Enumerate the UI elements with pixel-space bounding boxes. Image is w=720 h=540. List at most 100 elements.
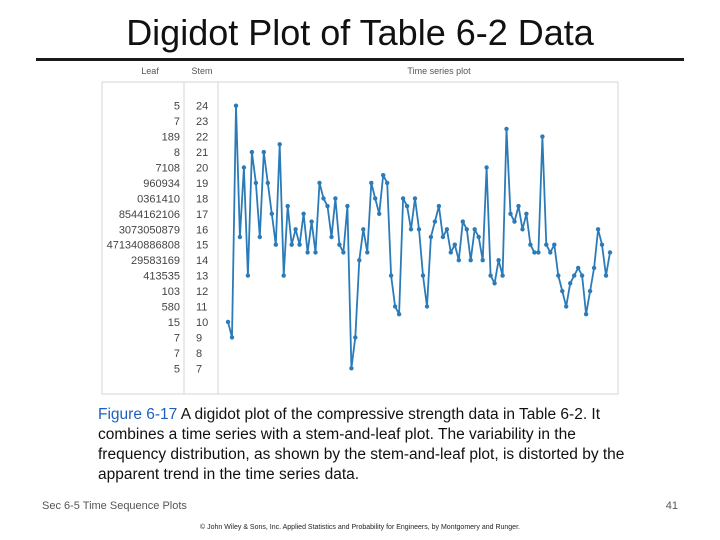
series-point <box>532 250 537 255</box>
series-point <box>269 211 274 216</box>
series-point <box>583 312 589 317</box>
series-point <box>603 273 609 278</box>
series-point <box>524 211 529 216</box>
series-point <box>591 265 597 271</box>
series-point <box>277 142 282 147</box>
leaf-value: 8 <box>174 147 180 159</box>
series-point <box>396 312 402 317</box>
series-point <box>420 273 426 278</box>
plot-frame <box>101 81 619 395</box>
series-point <box>587 288 593 294</box>
series-point <box>548 250 553 255</box>
slide-title: Digidot Plot of Table 6-2 Data <box>126 12 594 53</box>
stem-value: 18 <box>196 193 208 205</box>
series-point <box>576 265 581 271</box>
title-underline <box>36 58 684 61</box>
series-point <box>456 258 461 263</box>
series-point <box>273 242 278 247</box>
series-point <box>365 250 370 255</box>
series-point <box>341 250 346 255</box>
stem-value: 9 <box>196 332 202 344</box>
series-point <box>377 211 382 216</box>
section-footer: Sec 6-5 Time Sequence Plots <box>42 500 187 512</box>
series-point <box>468 258 473 263</box>
figure-caption: Figure 6-17 A digidot plot of the compre… <box>98 405 638 485</box>
stem-value: 10 <box>196 317 208 329</box>
leaf-value: 5 <box>174 101 180 113</box>
stem-value: 13 <box>196 271 208 283</box>
stem-value: 17 <box>196 209 208 221</box>
leaf-value: 471340886808 <box>107 240 180 252</box>
stem-value: 24 <box>196 101 208 113</box>
series-point <box>285 203 290 209</box>
series-point <box>540 134 545 139</box>
series-point <box>261 149 266 155</box>
series-point <box>472 227 477 232</box>
series-point <box>504 126 509 132</box>
stem-value: 11 <box>196 302 207 314</box>
copyright-notice: © John Wiley & Sons, Inc. Applied Statis… <box>200 524 520 531</box>
series-point <box>257 234 262 240</box>
series-point <box>305 250 310 255</box>
series-point <box>408 227 414 232</box>
series-point <box>309 219 314 224</box>
stem-value: 8 <box>196 348 202 360</box>
series-point <box>345 203 350 209</box>
stem-value: 21 <box>196 147 208 159</box>
leaf-value: 15 <box>168 317 180 329</box>
series-point <box>579 273 585 278</box>
series-point <box>313 250 318 255</box>
leaf-value: 3073050879 <box>119 224 180 236</box>
series-point <box>241 165 247 170</box>
series-point <box>333 196 338 201</box>
series-point <box>432 219 438 224</box>
series-point <box>317 180 322 186</box>
series-point <box>440 234 446 240</box>
series-point <box>225 319 231 325</box>
series-point <box>297 242 302 247</box>
series-point <box>329 234 334 240</box>
figure-caption-text: A digidot plot of the compressive streng… <box>98 406 625 483</box>
series-point <box>464 227 469 232</box>
leaf-value: 7 <box>174 348 180 360</box>
leaf-value: 103 <box>162 286 180 298</box>
series-point <box>373 196 378 201</box>
series-point <box>572 273 577 278</box>
series-point <box>436 203 442 209</box>
time-series-header: Time series plot <box>407 66 471 76</box>
series-point <box>512 219 517 224</box>
series-point <box>492 281 497 286</box>
series-point <box>516 203 521 209</box>
series-point <box>369 180 374 186</box>
series-point <box>321 196 326 201</box>
series-point <box>595 227 601 232</box>
stem-value: 22 <box>196 132 208 144</box>
series-point <box>361 227 366 232</box>
series-point <box>508 211 513 216</box>
series-point <box>528 242 533 247</box>
series-point <box>544 242 549 247</box>
stem-value: 19 <box>196 178 208 190</box>
series-point <box>476 234 481 240</box>
series-point <box>452 242 457 247</box>
series-point <box>424 304 430 309</box>
page-number: 41 <box>665 500 678 512</box>
leaf-value: 413535 <box>143 271 180 283</box>
leaf-value: 0361410 <box>137 193 180 205</box>
series-point <box>392 304 398 309</box>
stem-value: 23 <box>196 116 208 128</box>
series-point <box>325 203 330 209</box>
series-point <box>385 180 390 186</box>
stem-value: 7 <box>196 363 202 375</box>
series-point <box>357 258 362 263</box>
series-point <box>460 219 465 224</box>
leaf-value: 7 <box>174 332 180 344</box>
leaf-value: 7 <box>174 116 180 128</box>
stem-value: 14 <box>196 255 208 267</box>
figure-number: Figure 6-17 <box>98 406 178 423</box>
leaf-value: 580 <box>162 302 180 314</box>
series-point <box>388 273 394 278</box>
series-point <box>496 258 501 263</box>
series-point <box>265 180 270 186</box>
